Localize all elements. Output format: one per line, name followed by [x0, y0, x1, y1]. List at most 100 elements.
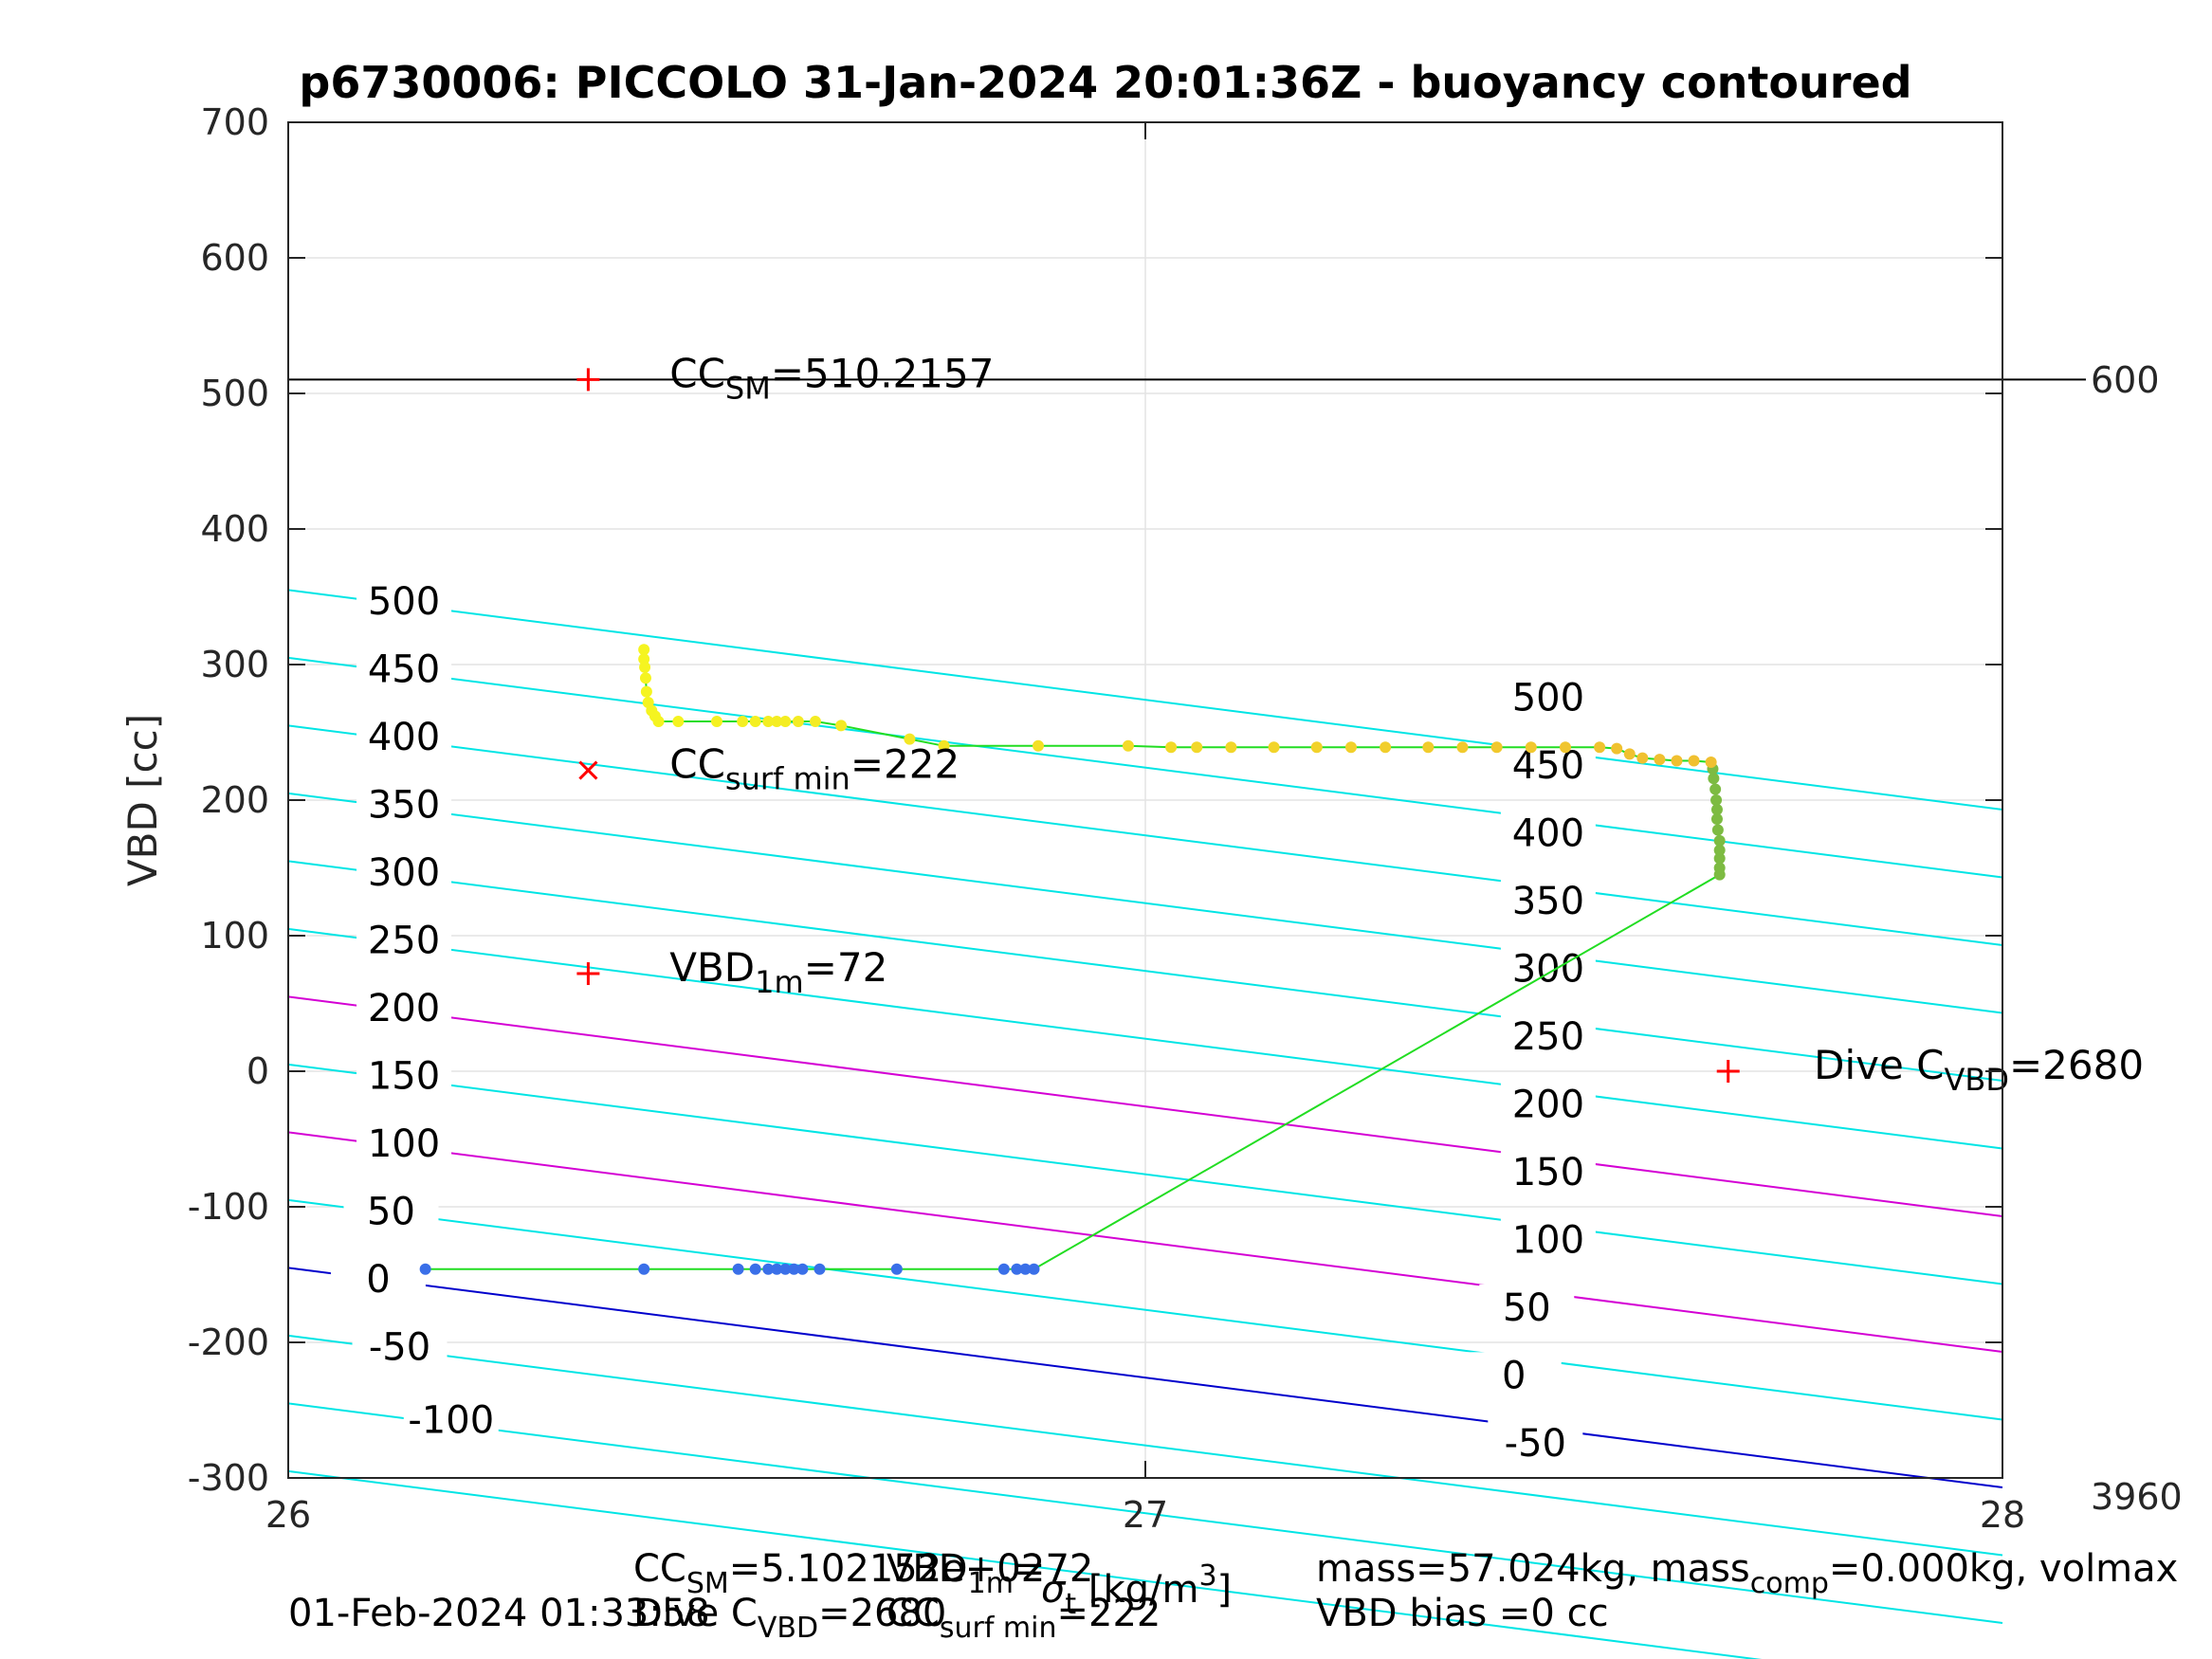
track-point — [1710, 813, 1723, 826]
markers: CCSM=510.2157 CCsurf min=222 VBD1m=72 Dive … — [576, 350, 2144, 1098]
track-point — [1028, 1263, 1040, 1275]
contour-line — [287, 995, 2003, 1218]
track-point — [890, 1263, 903, 1275]
contour-label-right: 350 — [1512, 880, 1584, 923]
contour-label-left: 400 — [368, 716, 440, 759]
contour-label-right: 50 — [1503, 1286, 1551, 1330]
track-point — [640, 685, 652, 698]
contour-label-bg — [356, 848, 452, 891]
track-point — [1654, 754, 1666, 766]
contour-label-right: -50 — [1505, 1422, 1566, 1466]
contour-label-left: 100 — [368, 1122, 440, 1166]
contour-label-bg — [1500, 741, 1596, 784]
track-point — [1710, 794, 1723, 806]
track-point — [1594, 741, 1606, 754]
contour-label-bg — [356, 713, 452, 756]
track-point — [835, 720, 848, 732]
track-point — [792, 716, 804, 728]
contour-label-left: 450 — [368, 647, 440, 691]
contour-label-bg — [1500, 1216, 1596, 1259]
contour-line — [287, 724, 2003, 947]
contour-line — [287, 1198, 2003, 1421]
contour-label-bg — [1500, 674, 1596, 717]
contour-label-bg — [1466, 1352, 1562, 1395]
track-point — [1033, 739, 1044, 752]
track-point — [1019, 1263, 1032, 1275]
contour-label-bg — [1500, 1148, 1596, 1191]
contour-label-left: -100 — [408, 1399, 494, 1443]
track-point — [749, 1263, 761, 1275]
track-point — [1671, 755, 1683, 767]
footer-date: 01-Feb-2024 01:33:58 — [288, 1592, 710, 1635]
contour-label-bg — [1488, 1419, 1583, 1462]
track-point — [1191, 741, 1203, 754]
track-point — [642, 697, 654, 709]
contour-label-right: 0 — [1502, 1354, 1526, 1397]
track-point — [638, 644, 650, 656]
track-point — [1122, 739, 1134, 752]
contour-label-right: 250 — [1512, 1015, 1584, 1059]
track-point — [1225, 741, 1237, 754]
track-point — [1713, 862, 1726, 874]
contour-line — [287, 1063, 2003, 1285]
track-point — [771, 716, 783, 728]
y-tick-label: 200 — [200, 779, 269, 821]
contour-label-right: 150 — [1512, 1151, 1584, 1194]
track-point — [1611, 742, 1623, 755]
track-point — [1623, 748, 1636, 760]
track-point — [672, 716, 685, 728]
footer-cc-sm: CCSM=5.102152e+02 — [633, 1547, 1045, 1600]
contour-label-bg — [403, 1396, 499, 1439]
contour-label-right: 100 — [1512, 1218, 1584, 1262]
track-point — [1710, 804, 1723, 816]
track-point — [737, 716, 749, 728]
contour-label-bg — [356, 917, 452, 959]
track-point — [1456, 741, 1469, 754]
track-point — [1705, 756, 1717, 768]
track-point — [796, 1263, 809, 1275]
contour-line — [287, 1131, 2003, 1354]
contour-label-right: 400 — [1512, 811, 1584, 855]
contour-label-bg — [1479, 1284, 1575, 1326]
track-point — [1708, 773, 1720, 785]
track-point — [762, 1263, 775, 1275]
track-point — [1422, 741, 1435, 754]
track-point — [1011, 1263, 1023, 1275]
contour-line — [287, 589, 2003, 811]
contour-label-bg — [356, 1052, 452, 1095]
track-point — [1713, 834, 1726, 847]
contour-label-left: 0 — [366, 1258, 390, 1302]
track-point — [749, 716, 761, 728]
track-point — [711, 716, 722, 728]
contour-label-bg — [356, 1120, 452, 1162]
track-point — [771, 1263, 783, 1275]
footer-cc-surf-min: CCsurf min=222 — [887, 1592, 1161, 1645]
contour-label-bg — [356, 781, 452, 824]
track-point — [1310, 741, 1323, 754]
track-point — [638, 1263, 650, 1275]
contours: 500450400350300250200150100500-50-100500… — [287, 577, 2003, 1659]
x-tick-label: 27 — [1123, 1494, 1168, 1536]
contour-label-bg — [1500, 877, 1596, 920]
track-point — [639, 672, 651, 684]
track-line — [425, 649, 1721, 1270]
contour-label-right: 500 — [1512, 676, 1584, 720]
x-tick-label: 26 — [265, 1494, 311, 1536]
track-point — [779, 1263, 792, 1275]
track-point — [1713, 844, 1726, 856]
y-tick-label: 0 — [247, 1050, 269, 1092]
marker-label: VBD1m=72 — [669, 944, 887, 1000]
y-axis-label: VBD [cc] — [119, 714, 166, 886]
right-axis-label-bottom: 3960 — [2091, 1476, 2183, 1518]
track-point — [638, 653, 650, 665]
contour-label-left: -50 — [369, 1325, 430, 1369]
track-point — [732, 1263, 744, 1275]
contour-label-bg — [330, 1255, 426, 1298]
contour-line — [287, 792, 2003, 1014]
y-tick-label: -200 — [188, 1322, 269, 1363]
contour-label-bg — [343, 1188, 439, 1231]
track-point — [809, 716, 821, 728]
contour-label-bg — [1500, 810, 1596, 852]
track-point — [1711, 824, 1724, 836]
